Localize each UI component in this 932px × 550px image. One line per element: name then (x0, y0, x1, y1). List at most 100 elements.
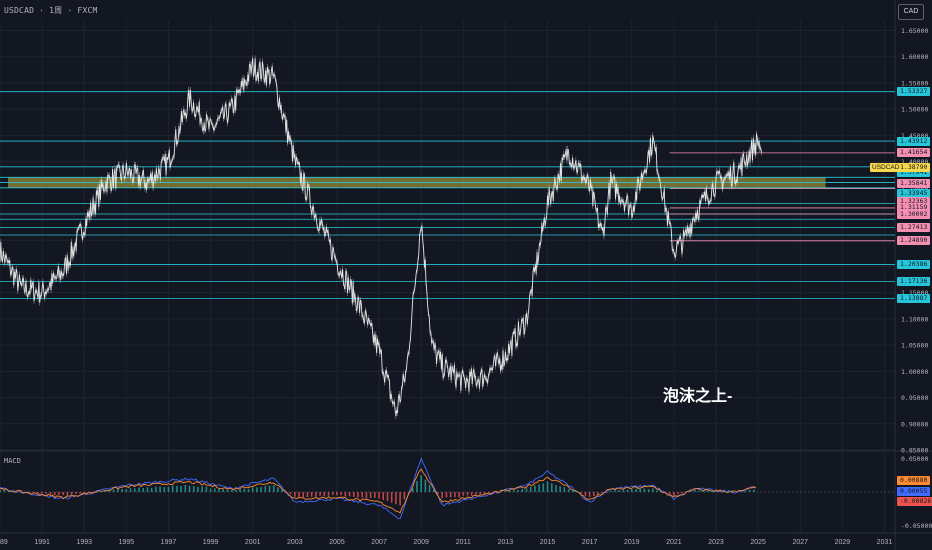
price-level-badge: 1.30002 (897, 209, 931, 219)
currency-button[interactable]: CAD (898, 4, 924, 20)
time-tick-label: 1997 (161, 539, 177, 546)
price-segment (99, 179, 102, 200)
current-price-badge: 1.38790 (897, 163, 931, 173)
price-segment (254, 58, 257, 81)
price-segment (755, 133, 757, 156)
price-segment (252, 58, 254, 77)
time-tick-label: 1999 (203, 539, 219, 546)
price-segment (32, 281, 35, 302)
macd-value-badge: 0.00880 (897, 475, 931, 485)
price-tick-label: 1.00000 (901, 368, 928, 376)
price-segment (198, 101, 201, 125)
price-segment (597, 207, 599, 228)
time-tick-label: 1989 (0, 539, 8, 546)
price-segment (344, 271, 347, 290)
horizontal-levels (0, 91, 895, 299)
price-level-badge: 1.53327 (897, 87, 931, 97)
price-level-badge: 1.32363 (897, 197, 931, 207)
price-tick-label: 1.40000 (901, 158, 928, 166)
price-tick-label: 0.85000 (901, 447, 928, 455)
time-tick-label: 2025 (750, 539, 766, 546)
price-tick-label: 1.65000 (901, 27, 928, 35)
symbol-header: USDCAD · 1周 · FXCM (4, 6, 98, 15)
time-tick-label: 2005 (329, 539, 345, 546)
price-tick-label: 1.45000 (901, 132, 928, 140)
price-tick-label: 0.90000 (901, 420, 928, 428)
signal-line (0, 468, 757, 514)
time-tick-label: 2019 (624, 539, 640, 546)
price-tick-label: 1.15000 (901, 289, 928, 297)
price-level-badge: 1.43912 (897, 136, 931, 146)
price-segment (304, 175, 306, 199)
price-tick-label: 1.55000 (901, 79, 928, 87)
time-tick-label: 2029 (835, 539, 851, 546)
time-tick-label: 2023 (708, 539, 724, 546)
price-segment (468, 371, 471, 392)
price-segment (441, 354, 444, 378)
price-tick-label: 0.95000 (901, 394, 928, 402)
time-tick-label: 2013 (498, 539, 514, 546)
price-level-badge: 1.31159 (897, 203, 931, 213)
price-segment (560, 157, 563, 181)
price-segment (663, 188, 666, 213)
price-segment (609, 171, 612, 200)
macd-pane (0, 457, 895, 520)
macd-label: MACD (4, 457, 21, 465)
macd-value-badge: 0.00055 (897, 486, 931, 496)
price-segment (165, 156, 168, 176)
price-segment (636, 179, 638, 201)
price-tick-label: 1.50000 (901, 106, 928, 114)
price-segment (95, 190, 97, 214)
time-tick-label: 2001 (245, 539, 261, 546)
price-level-badge: 1.35841 (897, 178, 931, 188)
price-segment (381, 351, 383, 374)
price-segment (655, 146, 658, 173)
time-tick-label: 2027 (792, 539, 808, 546)
time-tick-label: 1993 (76, 539, 92, 546)
price-tick-label: 1.60000 (901, 53, 928, 61)
time-tick-label: 2003 (287, 539, 303, 546)
time-tick-label: 2007 (371, 539, 387, 546)
price-segment (531, 273, 534, 296)
price-segment (115, 167, 118, 189)
price-level-badge: 1.41654 (897, 148, 931, 158)
time-tick-label: 2021 (666, 539, 682, 546)
time-tick-label: 2009 (413, 539, 429, 546)
time-tick-label: 1991 (34, 539, 50, 546)
price-segment (38, 282, 41, 303)
price-segment (308, 187, 311, 206)
macd-tick-label: -0.05000 (901, 522, 932, 530)
price-tick-label: 1.05000 (901, 342, 928, 350)
time-tick-label: 2031 (877, 539, 893, 546)
price-level-badge: 1.33945 (897, 188, 931, 198)
price-segment (266, 67, 268, 86)
time-tick-label: 2017 (582, 539, 598, 546)
symbol-price-tag: USDCAD (870, 163, 902, 173)
price-level-badge: 1.24890 (897, 236, 931, 246)
price-segment (75, 230, 78, 252)
macd-line (0, 457, 757, 520)
time-tick-label: 2015 (540, 539, 556, 546)
price-level-badge: 1.13887 (897, 294, 931, 304)
price-segment (424, 259, 427, 283)
price-tick-label: 1.35000 (901, 184, 928, 192)
macd-tick-label: 0.05000 (901, 455, 928, 463)
price-segment (514, 327, 517, 348)
time-axis[interactable]: 1989 1991 1993 1995 1997 1999 2001 2003 2005 2007… (0, 539, 892, 546)
watermark-text: 泡沫之上- (663, 388, 733, 405)
price-segment (235, 89, 237, 111)
price-segment (698, 200, 701, 220)
price-level-badge: 1.20386 (897, 259, 931, 269)
price-segment (511, 335, 514, 356)
price-level-badge: 1.17136 (897, 276, 931, 286)
price-level-badge: 1.27413 (897, 223, 931, 233)
price-tick-label: 1.10000 (901, 315, 928, 323)
time-tick-label: 2011 (456, 539, 471, 546)
price-segment (741, 155, 744, 176)
time-tick-label: 1995 (119, 539, 135, 546)
price-segment (418, 236, 420, 256)
price-series (0, 55, 762, 420)
price-segment (730, 166, 732, 187)
